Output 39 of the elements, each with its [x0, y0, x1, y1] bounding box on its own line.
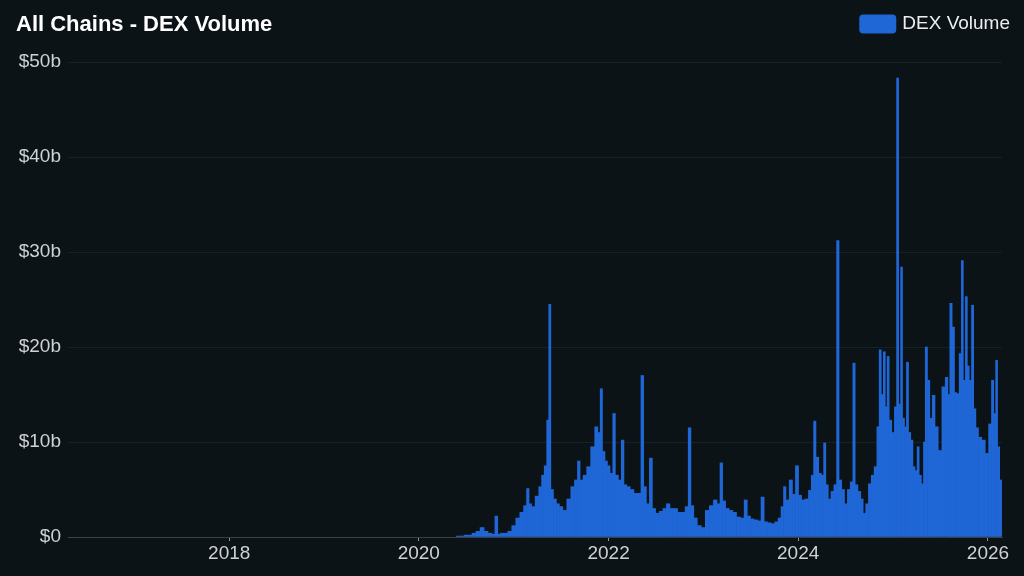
bar	[629, 489, 635, 537]
x-tick-label: 2020	[397, 541, 440, 563]
bar	[783, 486, 787, 537]
y-tick-label: $30b	[18, 240, 61, 262]
bar	[621, 439, 625, 537]
bar	[526, 488, 530, 537]
bar	[961, 260, 964, 537]
x-tick-label: 2018	[208, 541, 251, 563]
bar	[649, 457, 653, 537]
bar	[594, 426, 599, 537]
bar	[743, 499, 748, 537]
bar	[655, 512, 660, 537]
bar	[713, 499, 718, 537]
bar	[813, 420, 817, 537]
bar	[852, 362, 856, 537]
bar	[666, 503, 671, 537]
bar	[500, 532, 505, 537]
bar	[774, 521, 779, 537]
y-tick-label: $0	[39, 525, 61, 547]
y-tick-label: $10b	[18, 430, 61, 452]
bar	[836, 240, 840, 537]
x-tick-label: 2024	[777, 541, 820, 563]
bar	[658, 511, 664, 537]
legend-label: DEX Volume	[902, 12, 1011, 34]
y-tick-label: $40b	[18, 145, 61, 167]
bar	[728, 510, 734, 537]
x-tick-label: 2022	[587, 541, 630, 563]
bar	[612, 413, 616, 537]
chart-title: All Chains - DEX Volume	[16, 11, 273, 37]
y-tick-label: $50b	[18, 50, 61, 72]
bar	[795, 465, 799, 537]
y-tick-label: $20b	[18, 335, 61, 357]
bar	[767, 522, 772, 537]
bar	[896, 77, 899, 537]
bar	[949, 302, 953, 537]
bar	[995, 359, 998, 537]
bar	[548, 303, 552, 537]
x-tick-label: 2026	[966, 541, 1010, 563]
bar	[673, 508, 678, 537]
